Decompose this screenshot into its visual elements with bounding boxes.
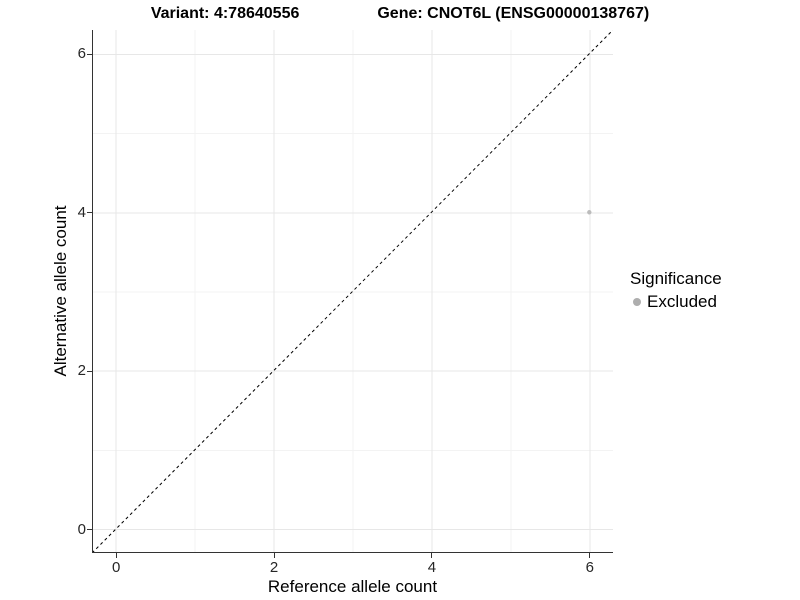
x-tick-label: 6 <box>585 559 594 576</box>
x-tick-mark <box>115 553 117 558</box>
legend-title: Significance <box>630 269 722 288</box>
legend-item-excluded: Excluded <box>630 292 722 312</box>
legend-key-dot-icon <box>633 298 641 306</box>
x-tick-label: 4 <box>427 559 437 576</box>
x-axis-label: Reference allele count <box>267 577 438 596</box>
title-gene: Gene: CNOT6L (ENSG00000138767) <box>377 5 650 22</box>
title-variant: Variant: 4:78640556 <box>150 5 300 22</box>
plot-panel <box>92 30 613 553</box>
x-tick-mark <box>273 553 275 558</box>
plot-title: Variant: 4:78640556 Gene: CNOT6L (ENSG00… <box>0 5 800 23</box>
x-tick-label: 0 <box>112 559 121 576</box>
x-tick-label: 2 <box>269 559 279 576</box>
y-tick-mark <box>87 529 92 531</box>
y-tick-label: 6 <box>77 45 86 63</box>
y-tick-label: 2 <box>77 362 86 380</box>
y-axis-label: Alternative allele count <box>51 205 70 377</box>
legend: Significance Excluded <box>630 269 722 312</box>
legend-item-label: Excluded <box>647 292 717 311</box>
x-tick-mark <box>431 553 433 558</box>
plot-canvas <box>92 30 613 553</box>
x-tick-mark <box>589 553 591 558</box>
y-tick-mark <box>87 53 92 55</box>
y-tick-label: 0 <box>77 520 86 538</box>
y-tick-label: 4 <box>77 203 86 221</box>
y-tick-mark <box>87 212 92 214</box>
data-point <box>587 210 592 215</box>
y-tick-mark <box>87 370 92 372</box>
